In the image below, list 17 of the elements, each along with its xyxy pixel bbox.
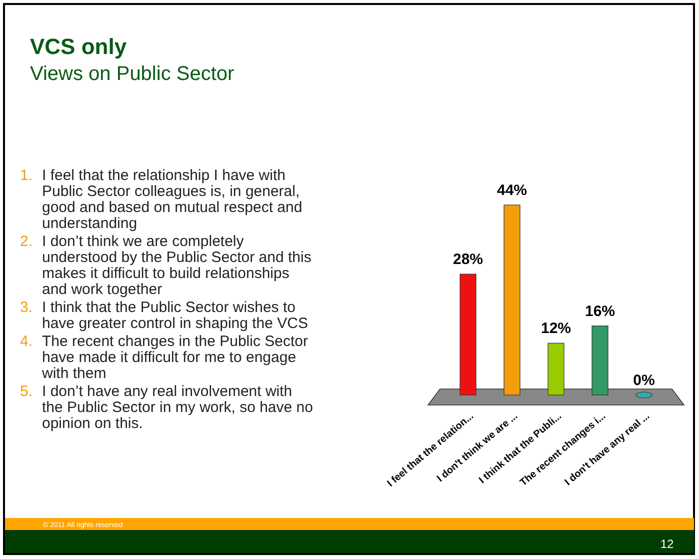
bar (548, 342, 564, 396)
text: 5. I don’t have any real involvement with the Public Sector in my work, so have no opinion on this. (20, 383, 313, 432)
bar (504, 204, 520, 396)
text: 1. I feel that the relationship I have with Public Sector colleagues is, in general, good and based on mutual respect and understanding (20, 167, 302, 232)
text: VCS only (30, 34, 128, 59)
bar (592, 326, 608, 396)
data-label: 12% (540, 320, 572, 338)
text: 12 (660, 537, 674, 551)
text: 4. The recent changes in the Public Sector have made it difficult for me to engage with them (20, 333, 308, 382)
text: 2. I don’t think we are completely understood by the Public Sector and this makes it difficult to build relationships and work together (20, 233, 312, 298)
text: 3. I think that the Public Sector wishes to have greater control in shaping the VCS (20, 299, 308, 332)
bar (460, 274, 476, 396)
data-label: 16% (584, 302, 616, 320)
data-label: 0% (633, 372, 655, 389)
data-label: 44% (496, 182, 528, 199)
data-label: 28% (452, 251, 484, 268)
text: Views on Public Sector (30, 63, 235, 85)
